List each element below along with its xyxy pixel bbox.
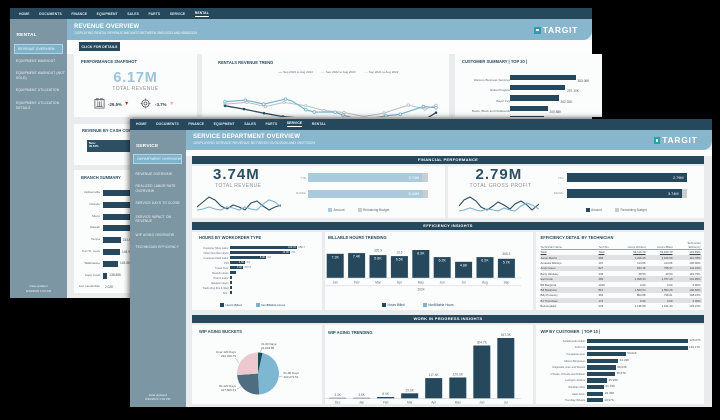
svg-text:365.2: 365.2 — [502, 252, 510, 256]
svg-text:5.7K: 5.7K — [503, 260, 511, 264]
svg-text:Mar: Mar — [407, 400, 413, 404]
svg-text:13.6: 13.6 — [396, 251, 402, 255]
svg-text:May: May — [418, 281, 424, 285]
svg-text:2024: 2024 — [417, 288, 424, 292]
svg-text:Dec: Dec — [335, 400, 341, 404]
svg-text:May: May — [455, 400, 461, 404]
svg-text:7.2K: 7.2K — [331, 255, 339, 259]
svg-text:Aug: Aug — [482, 281, 488, 285]
svg-text:8.3K: 8.3K — [417, 252, 425, 256]
svg-text:6.5K: 6.5K — [396, 258, 404, 262]
svg-text:347.3K: 347.3K — [501, 333, 512, 337]
svg-text:326.9: 326.9 — [374, 249, 382, 253]
svg-text:Jun: Jun — [440, 281, 445, 285]
svg-text:29.6K: 29.6K — [406, 388, 415, 392]
svg-text:Feb: Feb — [354, 281, 360, 285]
svg-text:Mar: Mar — [375, 281, 381, 285]
svg-text:120.3K: 120.3K — [453, 372, 464, 376]
svg-text:117.4K: 117.4K — [429, 373, 440, 377]
svg-text:7.4K: 7.4K — [353, 255, 361, 259]
svg-text:Jan: Jan — [333, 281, 338, 285]
svg-text:6.2K: 6.2K — [438, 259, 446, 263]
svg-text:4.8K: 4.8K — [460, 263, 468, 267]
svg-text:Apr: Apr — [431, 400, 437, 404]
svg-text:Apr: Apr — [397, 281, 403, 285]
svg-text:304.7K: 304.7K — [477, 340, 488, 344]
svg-text:Sep: Sep — [504, 281, 510, 285]
svg-text:Jan: Jan — [359, 400, 364, 404]
svg-text:Feb: Feb — [383, 400, 389, 404]
svg-text:6.2K: 6.2K — [481, 259, 489, 263]
svg-text:Jul: Jul — [462, 281, 466, 285]
svg-text:8.0K: 8.0K — [382, 392, 389, 396]
svg-text:3.3K: 3.3K — [334, 392, 341, 396]
svg-text:6.8K: 6.8K — [374, 257, 382, 261]
svg-text:3.5K: 3.5K — [358, 392, 365, 396]
svg-text:Jul: Jul — [504, 400, 508, 404]
svg-text:Jun: Jun — [479, 400, 484, 404]
